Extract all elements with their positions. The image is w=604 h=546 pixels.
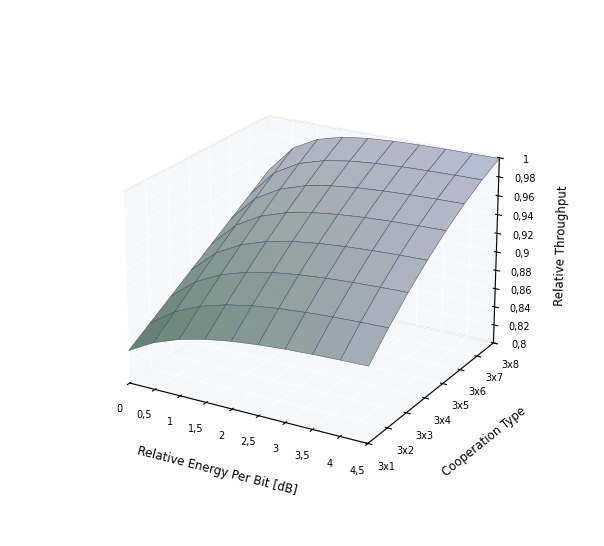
Y-axis label: Cooperation Type: Cooperation Type <box>440 405 528 479</box>
X-axis label: Relative Energy Per Bit [dB]: Relative Energy Per Bit [dB] <box>135 444 298 497</box>
